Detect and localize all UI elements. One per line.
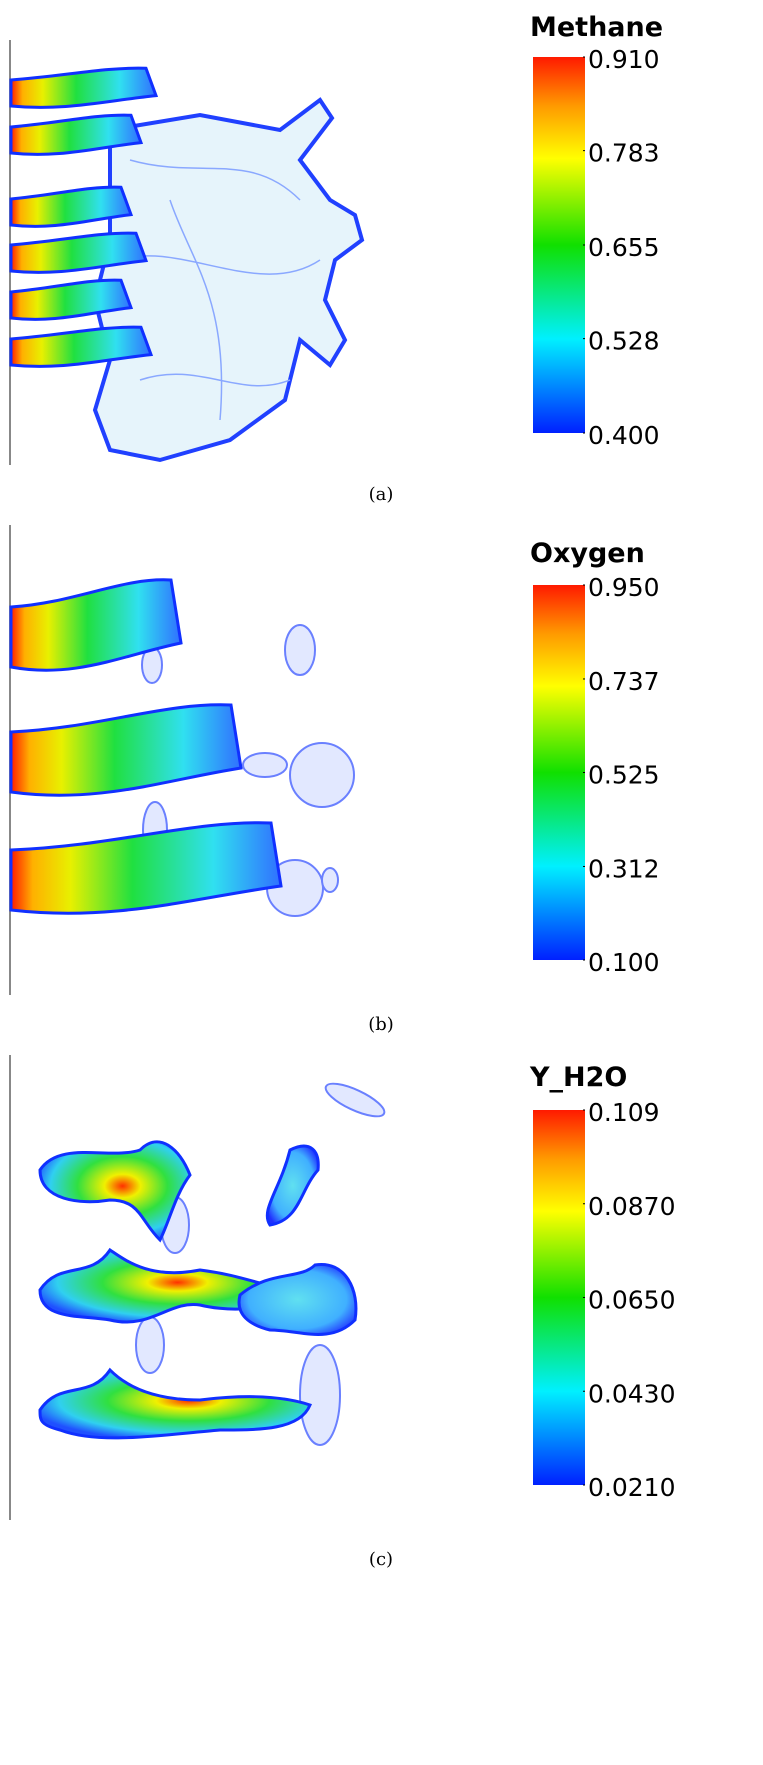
contour-lines [119, 159, 321, 421]
contour-islands [135, 1082, 386, 1446]
colorbar-tick-label: 0.910 [588, 45, 660, 74]
colorbar-tick-label: 0.400 [588, 421, 660, 450]
colorbar-tick-label: 0.0870 [588, 1192, 675, 1221]
contour-islands [141, 624, 355, 917]
colorbar-tick-label: 0.0210 [588, 1473, 675, 1502]
colorbar-tick-label: 0.737 [588, 667, 660, 696]
jet [9, 185, 134, 228]
jet [9, 578, 183, 672]
colorbar-tick-label: 0.950 [588, 573, 660, 602]
colorbar [533, 1110, 585, 1485]
colorbar-tick-label: 0.312 [588, 854, 660, 883]
colorbar-title: Y_H2O [529, 1062, 627, 1093]
product-blobs [38, 1140, 358, 1440]
colorbar-tick-label: 0.528 [588, 327, 660, 356]
jet [9, 278, 134, 321]
colorbar-tick-label: 0.0650 [588, 1286, 675, 1315]
jet [9, 325, 154, 368]
colorbar-tick-label: 0.783 [588, 139, 660, 168]
caption: (c) [369, 1549, 393, 1570]
colorbar [533, 57, 585, 433]
jet [9, 66, 159, 109]
colorbar-tick-label: 0.109 [588, 1098, 660, 1127]
colorbar-tick-label: 0.0430 [588, 1379, 675, 1408]
jet [9, 231, 149, 274]
caption: (a) [369, 484, 394, 505]
colorbar-title: Oxygen [530, 538, 645, 569]
colorbar-tick-label: 0.100 [588, 948, 660, 977]
jet [9, 821, 283, 915]
contour-region [92, 97, 365, 463]
jet [9, 113, 144, 156]
caption: (b) [368, 1014, 394, 1035]
colorbar [533, 585, 585, 960]
colorbar-tick-label: 0.525 [588, 761, 660, 790]
colorbar-tick-label: 0.655 [588, 233, 660, 262]
colorbar-title: Methane [530, 12, 663, 43]
jet [9, 703, 243, 797]
